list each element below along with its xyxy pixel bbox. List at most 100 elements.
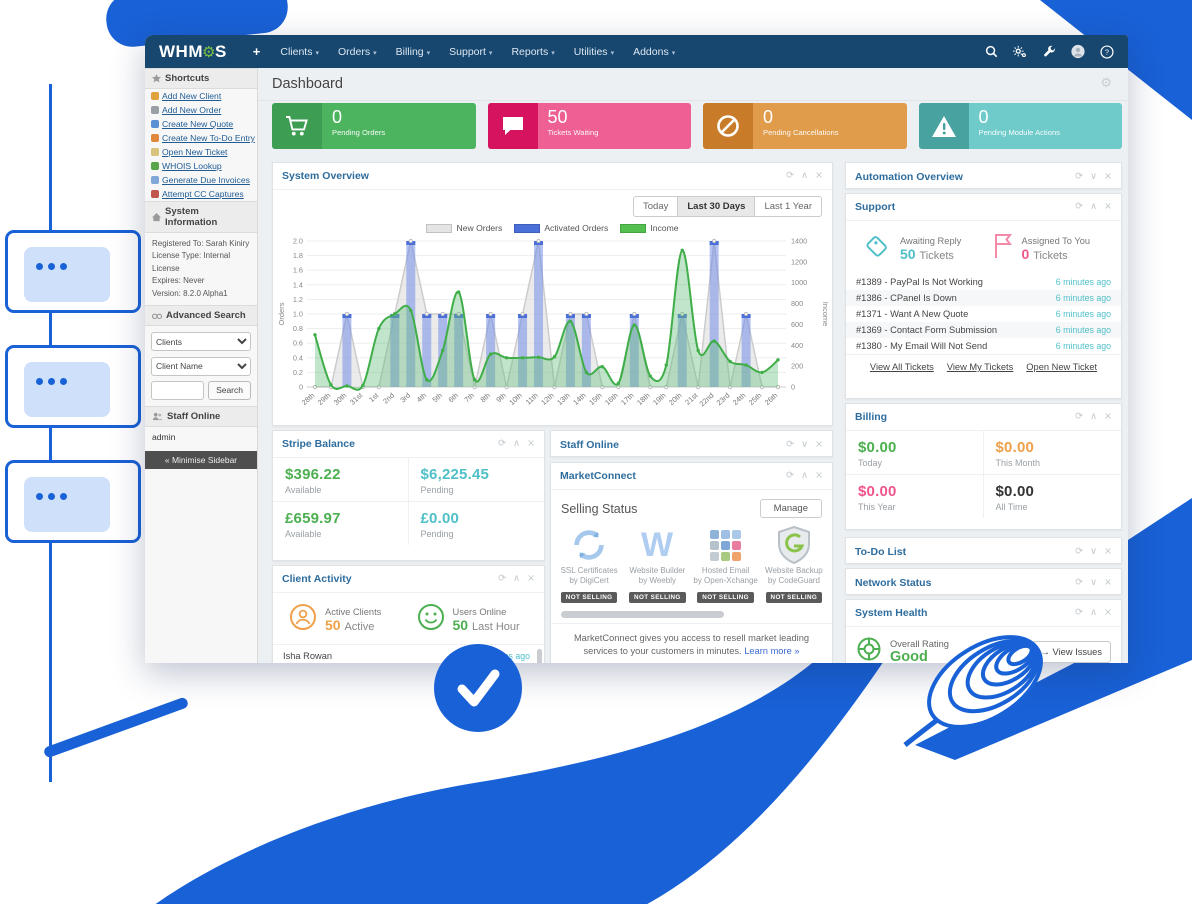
shortcut-create-new-to-do-entry[interactable]: Create New To-Do Entry <box>145 131 257 145</box>
close-icon[interactable]: × <box>815 170 823 182</box>
whmcs-logo[interactable]: WHM ⚙ S <box>159 42 227 62</box>
range-button-last-30-days[interactable]: Last 30 Days <box>677 196 756 217</box>
staff-online-panel: Staff Online ⟳ ∨ × <box>550 430 833 457</box>
shortcut-create-new-quote[interactable]: Create New Quote <box>145 117 257 131</box>
refresh-icon[interactable]: ⟳ <box>1075 607 1084 619</box>
wrench-icon[interactable] <box>1042 45 1056 59</box>
ticket-row[interactable]: #1389 - PayPal Is Not Working 6 minutes a… <box>846 274 1121 290</box>
ticket-row[interactable]: #1380 - My Email Will Not Send 6 minutes … <box>846 338 1121 354</box>
shortcut-add-new-order[interactable]: Add New Order <box>145 103 257 117</box>
chevron-up-icon[interactable]: ∧ <box>801 170 809 182</box>
refresh-icon[interactable]: ⟳ <box>786 470 795 482</box>
close-icon[interactable]: × <box>1104 170 1112 182</box>
chevron-up-icon[interactable]: ∧ <box>801 470 809 482</box>
chevron-down-icon[interactable]: ∨ <box>1090 576 1098 588</box>
manage-button[interactable]: Manage <box>759 499 822 518</box>
search-field-select[interactable]: Client Name <box>151 356 251 376</box>
ticket-row[interactable]: #1371 - Want A New Quote 6 minutes ago <box>846 306 1121 322</box>
stat-card-pending-module-actions[interactable]: 0 Pending Module Actions <box>918 103 1122 149</box>
support-link-view-my-tickets[interactable]: View My Tickets <box>946 362 1014 372</box>
ticket-row[interactable]: #1386 - CPanel Is Down 6 minutes ago <box>846 290 1121 306</box>
avatar[interactable] <box>1071 44 1085 59</box>
view-issues-button[interactable]: → View Issues <box>1031 640 1111 663</box>
refresh-icon[interactable]: ⟳ <box>1075 576 1084 588</box>
dashboard-settings-gear-icon[interactable]: ⚙ <box>1100 76 1112 91</box>
system-info-line: License Type: Internal License <box>152 251 231 273</box>
refresh-icon[interactable]: ⟳ <box>786 170 795 182</box>
refresh-icon[interactable]: ⟳ <box>1075 411 1084 423</box>
billing-cell: $0.00 Today <box>846 431 984 475</box>
range-button-last-1-year[interactable]: Last 1 Year <box>754 196 822 217</box>
stat-card-pending-cancellations[interactable]: 0 Pending Cancellations <box>703 103 907 149</box>
close-icon[interactable]: × <box>1104 545 1112 557</box>
close-icon[interactable]: × <box>1104 201 1112 213</box>
chevron-up-icon[interactable]: ∧ <box>513 573 521 585</box>
system-overview-chart: 0 0.2 0.4 0.6 0.8 1.0 1.2 1.4 1.6 1.8 2.0 0 200 400 60… <box>277 237 830 409</box>
horizontal-scrollbar[interactable] <box>561 611 724 618</box>
search-type-select[interactable]: Clients <box>151 332 251 352</box>
quick-add-button[interactable]: + <box>252 44 261 59</box>
close-icon[interactable]: × <box>1104 411 1112 423</box>
range-button-today[interactable]: Today <box>633 196 679 217</box>
nav-menu-clients[interactable]: Clients ▾ <box>280 45 319 58</box>
chevron-up-icon[interactable]: ∧ <box>1090 607 1098 619</box>
service-by-codeguard[interactable]: Website Backup by CodeGuard NOT SELLING <box>760 526 828 604</box>
nav-menu-reports[interactable]: Reports ▾ <box>511 45 555 58</box>
stat-label: Awaiting Reply <box>900 235 962 246</box>
support-link-open-new-ticket[interactable]: Open New Ticket <box>1026 362 1098 372</box>
nav-menu-billing[interactable]: Billing ▾ <box>395 45 431 58</box>
stat-card-pending-orders[interactable]: 0 Pending Orders <box>272 103 476 149</box>
chevron-up-icon[interactable]: ∧ <box>1090 411 1098 423</box>
service-by-open-xchange[interactable]: Hosted Email by Open-Xchange NOT SELLING <box>692 526 760 604</box>
close-icon[interactable]: × <box>527 438 535 450</box>
nav-menu-addons[interactable]: Addons ▾ <box>633 45 676 58</box>
refresh-icon[interactable]: ⟳ <box>498 573 507 585</box>
system-health-panel: System Health ⟳ ∧ × Overall Rating Good → V… <box>845 599 1122 663</box>
vertical-scrollbar[interactable] <box>537 649 542 663</box>
shortcut-add-new-client[interactable]: Add New Client <box>145 89 257 103</box>
minimise-sidebar-button[interactable]: « Minimise Sidebar <box>145 450 257 469</box>
search-input[interactable] <box>151 380 205 400</box>
service-by-digicert[interactable]: SSL Certificates by DigiCert NOT SELLING <box>555 526 623 604</box>
help-icon[interactable]: ? <box>1100 44 1114 59</box>
refresh-icon[interactable]: ⟳ <box>498 438 507 450</box>
chevron-up-icon[interactable]: ∧ <box>513 438 521 450</box>
cart-icon <box>272 103 322 149</box>
stat-value: 50 Active <box>325 617 381 633</box>
close-icon[interactable]: × <box>1104 607 1112 619</box>
shortcut-generate-due-invoices[interactable]: Generate Due Invoices <box>145 173 257 187</box>
refresh-icon[interactable]: ⟳ <box>1075 170 1084 182</box>
stat-value: 50 Tickets <box>900 246 961 262</box>
codeguard-icon <box>760 526 828 564</box>
check-icon <box>457 669 500 707</box>
close-icon[interactable]: × <box>527 573 535 585</box>
search-icon[interactable] <box>984 45 998 59</box>
stat-card-tickets-waiting[interactable]: 50 Tickets Waiting <box>487 103 691 149</box>
nav-menu-utilities[interactable]: Utilities ▾ <box>573 45 615 58</box>
chevron-down-icon[interactable]: ∨ <box>1090 545 1098 557</box>
nav-menu-orders[interactable]: Orders ▾ <box>338 45 377 58</box>
ticket-title: #1380 - My Email Will Not Send <box>856 341 988 351</box>
service-by-weebly[interactable]: W Website Builder by Weebly NOT SELLING <box>623 526 691 604</box>
chevron-down-icon[interactable]: ∨ <box>801 438 809 450</box>
svg-text:17th: 17th <box>619 391 636 407</box>
learn-more-link[interactable]: Learn more » <box>744 646 800 657</box>
shortcut-whois-lookup[interactable]: WHOIS Lookup <box>145 159 257 173</box>
shortcut-open-new-ticket[interactable]: Open New Ticket <box>145 145 257 159</box>
search-button[interactable]: Search <box>208 380 251 400</box>
ticket-row[interactable]: #1369 - Contact Form Submission 6 minutes… <box>846 322 1121 338</box>
shortcut-attempt-cc-captures[interactable]: Attempt CC Captures <box>145 187 257 201</box>
support-link-view-all-tickets[interactable]: View All Tickets <box>869 362 934 372</box>
close-icon[interactable]: × <box>815 470 823 482</box>
chevron-down-icon: ▾ <box>426 49 431 57</box>
cogs-icon[interactable] <box>1013 45 1027 59</box>
refresh-icon[interactable]: ⟳ <box>1075 201 1084 213</box>
refresh-icon[interactable]: ⟳ <box>786 438 795 450</box>
chevron-down-icon[interactable]: ∨ <box>1090 170 1098 182</box>
nav-menu-support[interactable]: Support ▾ <box>449 45 493 58</box>
chevron-up-icon[interactable]: ∧ <box>1090 201 1098 213</box>
close-icon[interactable]: × <box>1104 576 1112 588</box>
refresh-icon[interactable]: ⟳ <box>1075 545 1084 557</box>
chevron-down-icon: ▾ <box>671 49 676 57</box>
close-icon[interactable]: × <box>815 438 823 450</box>
